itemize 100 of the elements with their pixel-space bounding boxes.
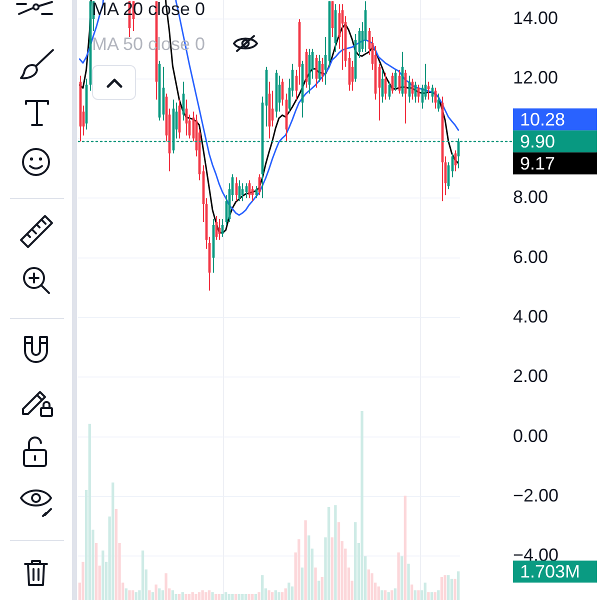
text: 9.90 (520, 131, 556, 152)
text: 9.17 (520, 153, 556, 174)
y-tick-label: 2.00 (513, 366, 548, 386)
bar (88, 424, 91, 600)
y-tick-label: 6.00 (513, 246, 548, 267)
bar (181, 592, 184, 600)
y-tick-label: 12.00 (513, 68, 558, 88)
bar (218, 594, 221, 600)
bar (241, 594, 244, 600)
bar (112, 482, 114, 600)
bar (214, 594, 218, 600)
bar (430, 592, 434, 600)
bar (320, 576, 324, 600)
bar (317, 580, 320, 600)
bar (414, 590, 416, 600)
bar (314, 568, 317, 600)
bar (404, 496, 407, 600)
bar (244, 594, 248, 600)
bar (248, 594, 250, 600)
bar (327, 507, 330, 600)
bar (280, 592, 284, 600)
bar (330, 537, 334, 600)
y-tick-label: 4.00 (513, 306, 548, 326)
bar (354, 522, 357, 600)
bar (151, 592, 154, 600)
bar (141, 550, 144, 600)
bar (298, 539, 300, 600)
bar (450, 578, 454, 600)
bar (114, 508, 118, 600)
bar (161, 590, 164, 600)
bar (394, 588, 397, 600)
bar (384, 590, 387, 600)
bar (308, 535, 310, 600)
bar (304, 520, 307, 600)
bar (131, 590, 134, 600)
bar (454, 578, 456, 600)
bar (174, 594, 178, 600)
bar (82, 562, 84, 600)
bar (447, 575, 450, 600)
bar (184, 594, 188, 600)
bar (171, 590, 174, 600)
bar (268, 590, 270, 600)
bar (211, 592, 214, 600)
bar (397, 552, 400, 600)
bar (94, 542, 98, 600)
bar (270, 592, 274, 600)
bar (390, 590, 394, 600)
bar (251, 594, 254, 600)
bar (278, 592, 280, 600)
bar (377, 586, 380, 600)
bar (231, 594, 234, 600)
bar (201, 590, 204, 600)
bar (228, 594, 230, 600)
bar (238, 594, 240, 600)
bar (380, 590, 384, 600)
bar (334, 505, 337, 600)
bar (367, 569, 370, 600)
bar (188, 594, 191, 600)
bar (198, 592, 201, 600)
bar (158, 588, 161, 600)
bar (204, 592, 208, 600)
bar (191, 592, 194, 600)
bar (208, 590, 211, 600)
bar (128, 590, 131, 600)
bar (124, 588, 128, 600)
bar (440, 576, 444, 600)
bar (427, 592, 430, 600)
bar (387, 592, 390, 600)
bar (261, 575, 264, 600)
bar (400, 556, 404, 600)
bar (134, 592, 138, 600)
bar (274, 590, 277, 600)
bar (417, 590, 420, 600)
bar (444, 575, 446, 600)
bar (254, 594, 258, 600)
bar (337, 522, 340, 600)
bar (178, 594, 181, 600)
bar (407, 564, 410, 600)
bar (102, 550, 104, 600)
y-tick-label: −2.00 (513, 485, 559, 506)
bar (290, 586, 294, 600)
bar (224, 592, 228, 600)
bar (410, 584, 414, 600)
bar (288, 582, 290, 600)
bar (457, 571, 460, 600)
bar (284, 588, 287, 600)
bar (424, 582, 426, 600)
bar (148, 590, 151, 600)
y-tick-label: 14.00 (513, 8, 558, 28)
bar (234, 594, 238, 600)
text: 10.28 (520, 109, 566, 130)
bar (300, 568, 304, 600)
y-tick-label: 0.00 (513, 426, 548, 446)
y-tick-label: 8.00 (513, 187, 548, 208)
bar (154, 584, 158, 600)
bar (194, 594, 198, 600)
bar (258, 592, 260, 600)
bar (437, 590, 440, 600)
bar (221, 594, 224, 600)
bar (164, 573, 168, 600)
